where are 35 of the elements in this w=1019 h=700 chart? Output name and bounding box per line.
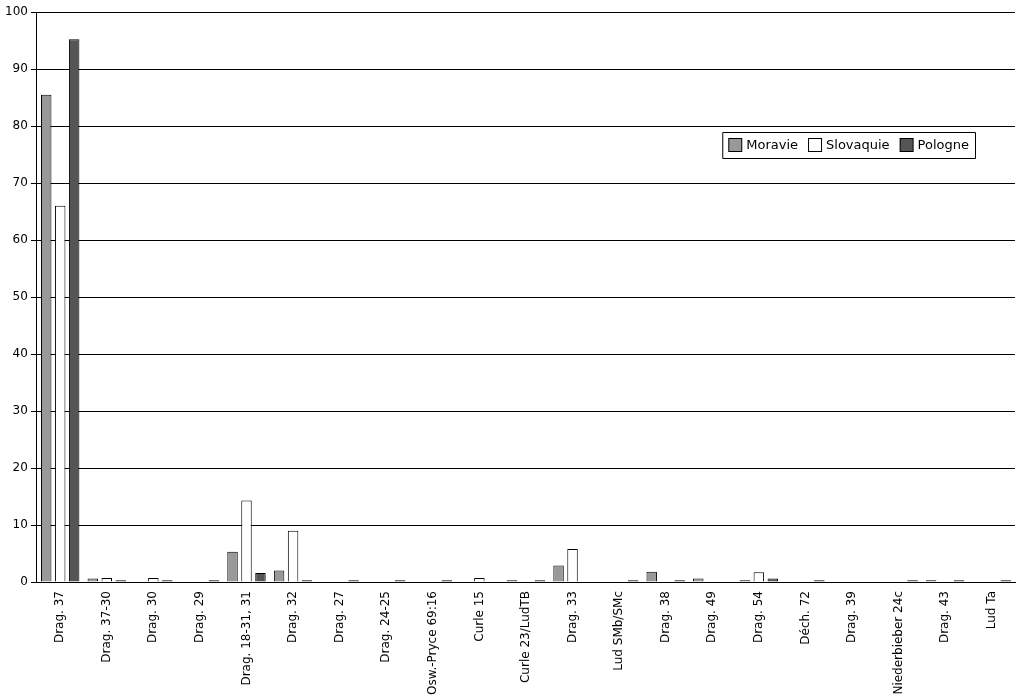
x-tick-label: Drag. 27 (331, 591, 346, 644)
legend-label: Moravie (746, 137, 799, 153)
x-tick-label: Curle 23/LudTB (518, 591, 533, 684)
y-tick-label: 80 (12, 118, 28, 133)
x-tick-label: Osw.-Pryce 69:16 (424, 591, 439, 696)
x-tick-label: Drag. 24-25 (378, 591, 393, 663)
x-tick-label: Drag. 49 (704, 591, 719, 644)
x-tick-label: Drag. 33 (564, 591, 579, 644)
legend-label: Pologne (917, 137, 970, 153)
x-tick-label: Déch. 72 (797, 591, 812, 645)
y-tick-label: 40 (12, 346, 28, 361)
y-tick-label: 60 (12, 232, 28, 247)
y-tick-label: 100 (5, 4, 28, 19)
y-tick-label: 90 (12, 61, 28, 76)
y-tick-label: 30 (12, 403, 28, 418)
y-tick-label: 70 (12, 175, 28, 190)
x-tick-label: Curle 15 (471, 591, 486, 642)
x-tick-label: Drag. 37-30 (98, 591, 113, 663)
y-tick-label: 50 (12, 289, 28, 304)
x-tick-label: Drag. 18-31, 31 (238, 591, 253, 686)
y-tick-label: 0 (20, 574, 28, 589)
x-tick-label: Drag. 29 (192, 591, 207, 644)
y-tick-label: 20 (12, 460, 28, 475)
y-tick-label: 10 (12, 517, 28, 532)
x-tick-label: Drag. 37 (52, 591, 67, 644)
x-tick-label: Drag. 39 (844, 591, 859, 644)
x-tick-label: Lud SMb/SMc (611, 591, 626, 671)
x-tick-label: Drag. 38 (657, 591, 672, 644)
x-tick-label: Drag. 43 (937, 591, 952, 644)
x-tick-label: Niederbieber 24c (890, 591, 905, 695)
x-tick-label: Lud Ta (983, 591, 998, 630)
x-tick-label: Drag. 54 (750, 591, 765, 644)
x-tick-label: Drag. 30 (145, 591, 160, 644)
x-tick-label: Drag. 32 (285, 591, 300, 644)
legend-label: Slovaquie (826, 137, 890, 153)
